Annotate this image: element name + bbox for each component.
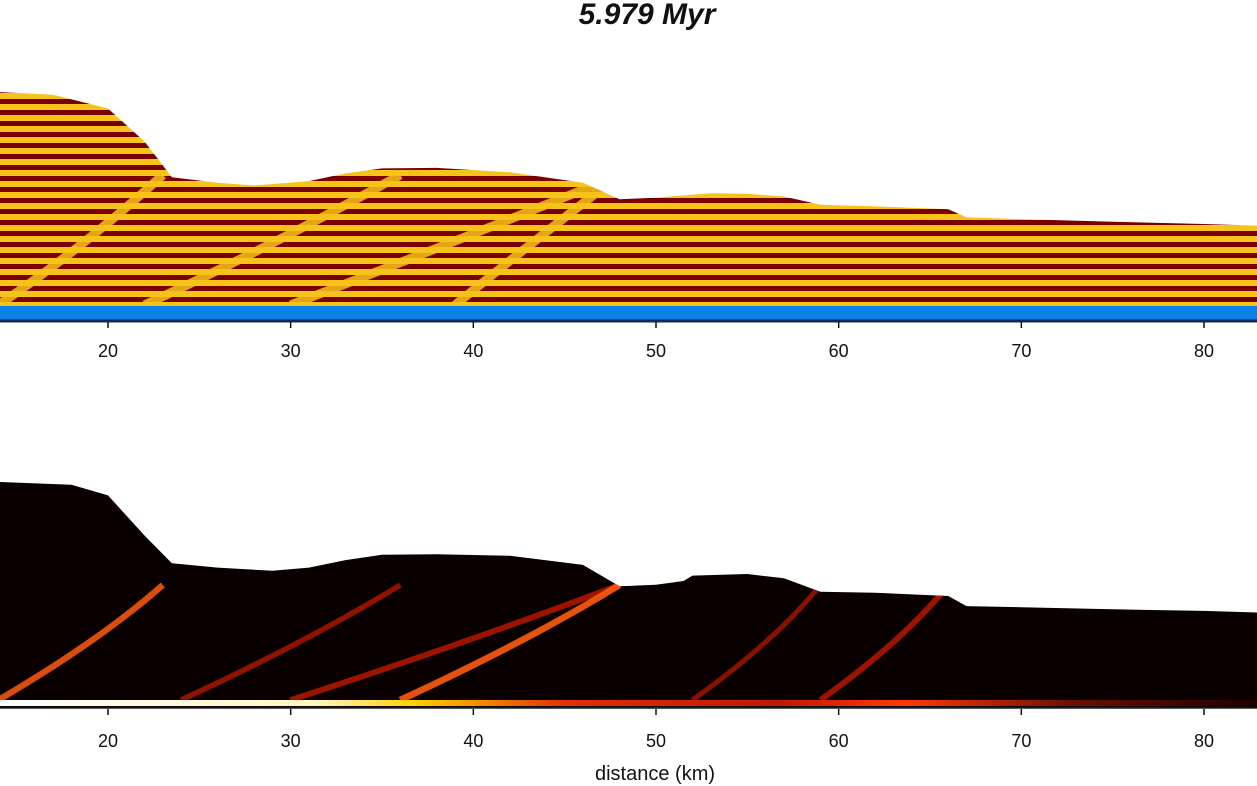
basal-layer [0, 306, 1257, 320]
shear-band [398, 582, 622, 703]
thrust-ramp [0, 171, 166, 309]
basal-strain [0, 700, 1257, 706]
bottom-panel-strain [0, 482, 1257, 709]
shear-band [0, 582, 165, 703]
x-tick-label: 70 [1011, 341, 1031, 361]
thrust-ramp [142, 171, 403, 310]
x-tick-label: 40 [463, 341, 483, 361]
fold-overlays [0, 170, 623, 310]
chart-title: 5.979 Myr [578, 0, 716, 31]
x-tick-label: 30 [281, 341, 301, 361]
x-tick-label: 70 [1011, 731, 1031, 751]
thrust-ramp [452, 171, 623, 309]
x-tick-label: 20 [98, 731, 118, 751]
x-tick-label: 80 [1194, 341, 1214, 361]
strain-background [0, 482, 1257, 708]
shear-band [818, 583, 951, 703]
shear-band [691, 583, 823, 703]
bottom-x-axis: 20 30 40 50 60 70 80 [98, 709, 1214, 751]
shear-band [179, 582, 402, 703]
x-tick-label: 60 [829, 731, 849, 751]
x-tick-label: 20 [98, 341, 118, 361]
thrust-ramp [289, 170, 622, 310]
x-tick-label: 50 [646, 731, 666, 751]
x-axis-label: distance (km) [595, 763, 715, 785]
x-tick-label: 80 [1194, 731, 1214, 751]
x-tick-label: 50 [646, 341, 666, 361]
top-x-axis: 20 30 40 50 60 70 80 [98, 322, 1214, 361]
shear-band [289, 582, 621, 703]
shear-bands [0, 582, 951, 703]
x-tick-label: 60 [829, 341, 849, 361]
top-panel-material [0, 92, 1257, 323]
x-tick-label: 30 [281, 731, 301, 751]
x-tick-label: 40 [463, 731, 483, 751]
